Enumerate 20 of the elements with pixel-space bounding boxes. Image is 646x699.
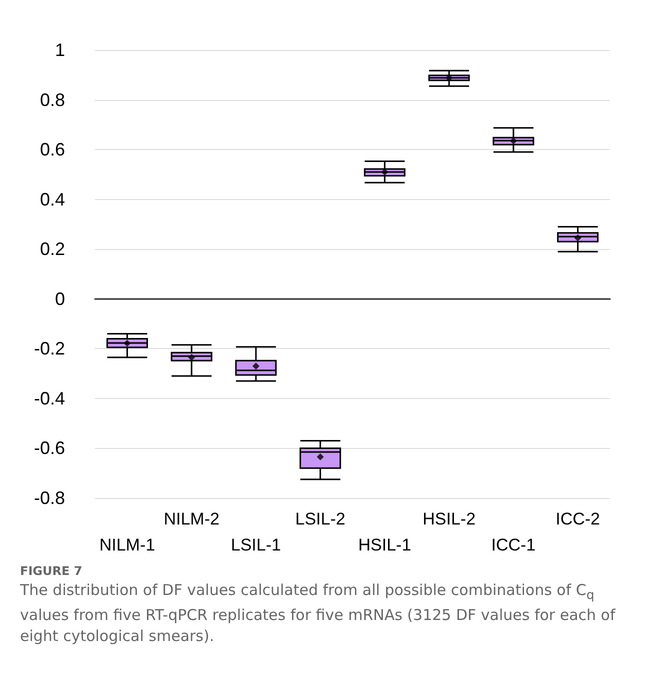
x-tick-label: HSIL-1 bbox=[358, 536, 412, 554]
y-tick-label: -0.4 bbox=[34, 388, 65, 408]
x-tick-label: ICC-2 bbox=[556, 510, 600, 528]
x-tick-label: LSIL-1 bbox=[230, 536, 281, 554]
x-tick-label: NILM-1 bbox=[99, 536, 156, 554]
x-tick-label: HSIL-2 bbox=[422, 510, 476, 528]
y-tick-label: -0.6 bbox=[34, 438, 65, 458]
caption: FIGURE 7 bbox=[20, 564, 84, 578]
y-tick-label: -0.2 bbox=[34, 338, 65, 359]
y-tick-label: 1 bbox=[54, 40, 65, 60]
y-tick-label: 0.6 bbox=[40, 140, 65, 160]
y-tick-label: -0.8 bbox=[34, 488, 65, 508]
x-tick-label: NILM-2 bbox=[164, 510, 220, 528]
y-tick-label: 0.4 bbox=[40, 189, 65, 210]
y-tick-label: 0.2 bbox=[40, 239, 65, 260]
x-tick-label: LSIL-2 bbox=[295, 510, 346, 528]
y-tick-label: 0 bbox=[54, 288, 65, 309]
y-tick-label: 0.8 bbox=[40, 90, 65, 110]
x-tick-label: ICC-1 bbox=[491, 536, 536, 554]
text: The distribution of DF values calculated from all possible combinations of C$_{q}$ values from five RT-qPCR replicates for five mRNAs (3125 DF values for each of eight cytological smears). bbox=[20, 580, 616, 647]
